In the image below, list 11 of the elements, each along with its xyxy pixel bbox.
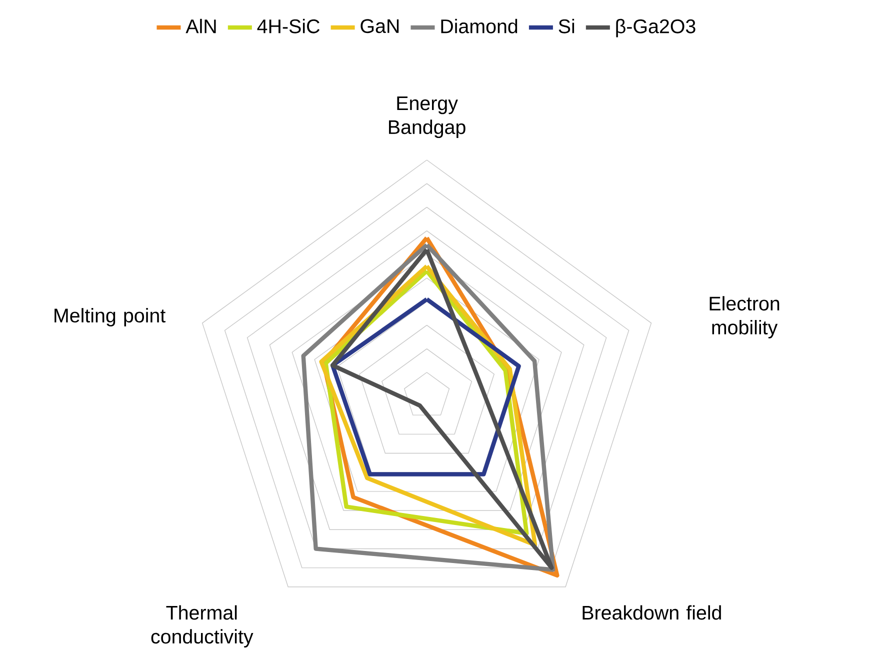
spoke-label: Electron mobility	[710, 296, 780, 338]
spoke-label: Thermal conductivity	[151, 605, 254, 648]
legend-label: 4H-SiC	[257, 18, 320, 34]
legend-label: AlN	[186, 18, 216, 34]
legend-label: Si	[558, 18, 574, 34]
legend-label: β-Ga2O3	[616, 18, 696, 38]
legend-label: GaN	[360, 19, 399, 34]
spoke-label: Breakdown field	[582, 605, 721, 620]
spoke-label: Energy Bandgap	[389, 96, 466, 138]
spoke-label: Melting point	[54, 308, 166, 326]
legend-label: Diamond	[441, 18, 518, 34]
